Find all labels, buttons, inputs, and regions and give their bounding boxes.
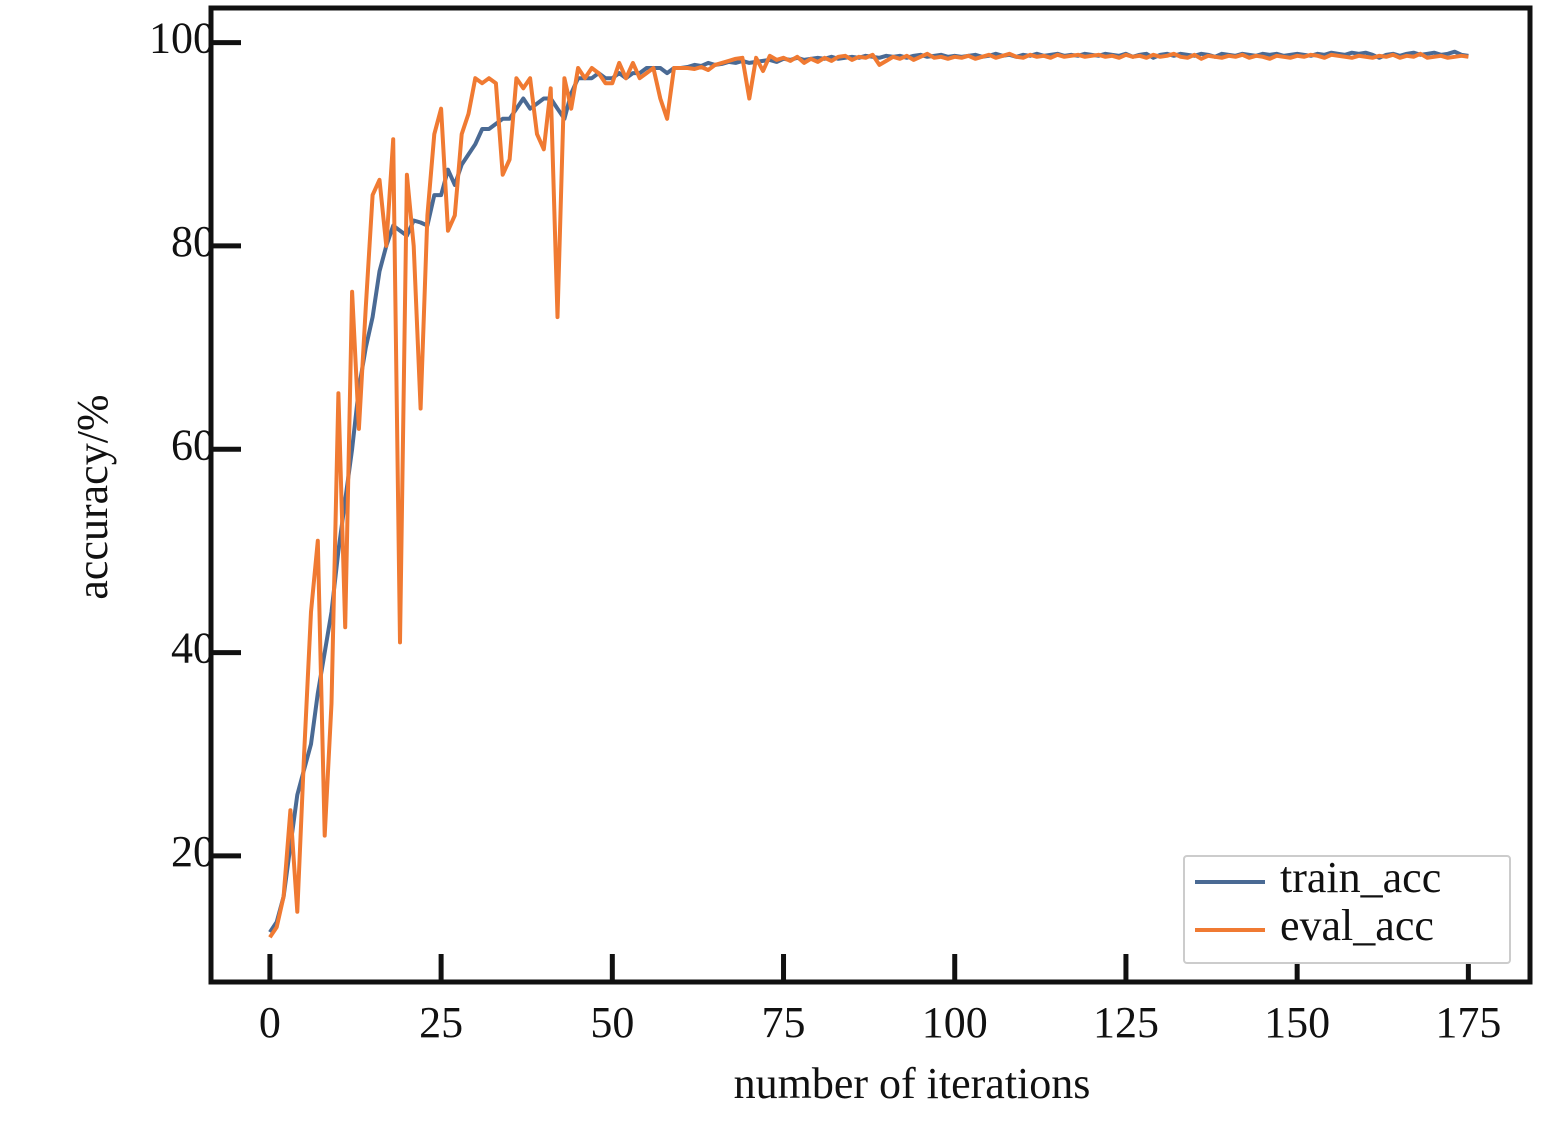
y-tick-label: 100 (149, 14, 215, 63)
x-tick-label: 150 (1264, 998, 1330, 1047)
x-tick-label: 175 (1435, 998, 1501, 1047)
x-tick-label: 25 (419, 998, 463, 1047)
x-tick-label: 100 (922, 998, 988, 1047)
x-tick-label: 0 (259, 998, 281, 1047)
x-tick-label: 75 (762, 998, 806, 1047)
plot-frame (208, 5, 1533, 985)
line-series (268, 49, 1469, 934)
legend-box (1183, 855, 1511, 964)
y-tick-label: 40 (171, 624, 215, 673)
x-axis-label: number of iterations (734, 1059, 1091, 1108)
y-tick-label: 20 (171, 827, 215, 876)
y-tick-label: 80 (171, 217, 215, 266)
y-axis-label: accuracy/% (68, 394, 117, 599)
legend-label: eval_acc (1280, 901, 1434, 950)
legend-label: train_acc (1280, 853, 1441, 902)
x-tick-label: 50 (590, 998, 634, 1047)
line-series (268, 51, 1469, 939)
x-tick-label: 125 (1093, 998, 1159, 1047)
y-tick-label: 60 (171, 420, 215, 469)
